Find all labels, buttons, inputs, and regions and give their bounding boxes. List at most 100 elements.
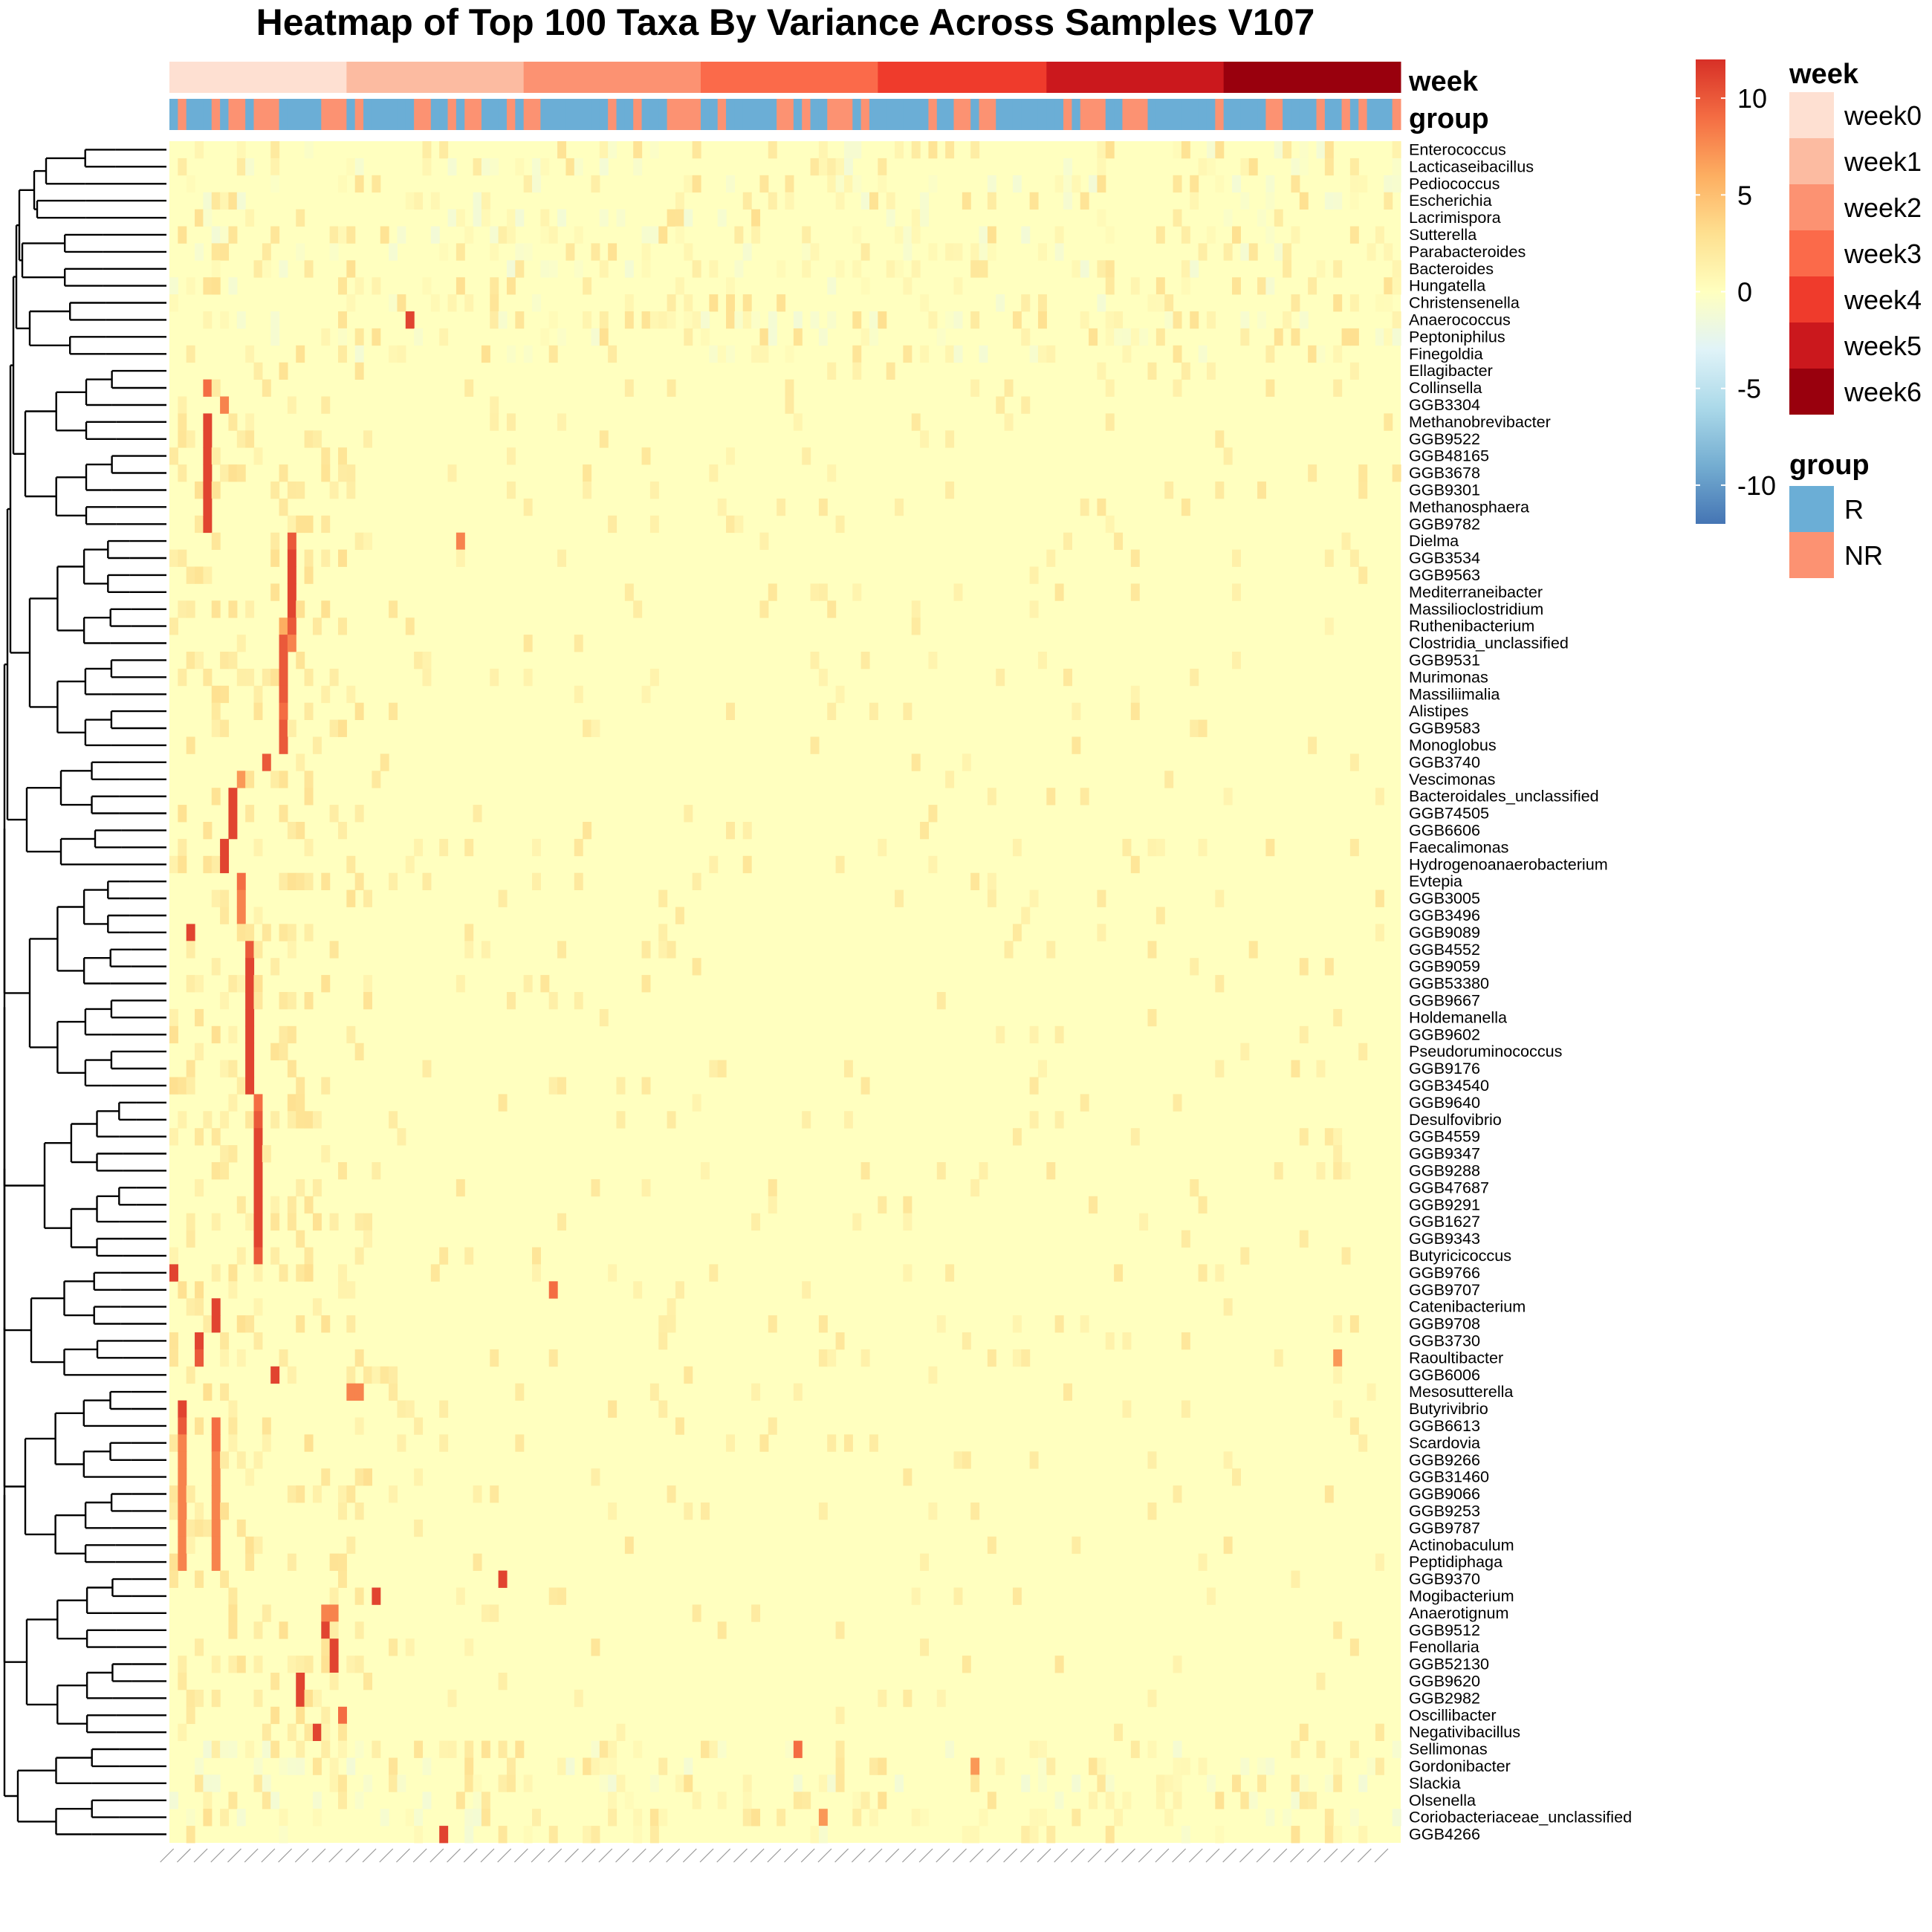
- group-annotation-cell: [1291, 99, 1300, 130]
- heatmap-cell: [835, 1740, 845, 1758]
- heatmap-cell: [1265, 379, 1275, 397]
- heatmap-cell: [228, 1434, 238, 1452]
- heatmap-cell: [236, 668, 246, 687]
- group-annotation-cell: [1274, 99, 1283, 130]
- heatmap-cell: [1122, 1332, 1132, 1350]
- heatmap-cell: [1324, 617, 1334, 635]
- column-label-mark: [1138, 1848, 1153, 1863]
- week-legend-label: week5: [1844, 331, 1922, 361]
- heatmap-cell: [1299, 1025, 1309, 1044]
- heatmap-cell: [726, 345, 735, 363]
- column-label-mark: [1341, 1848, 1355, 1863]
- heatmap-cell: [329, 941, 339, 959]
- heatmap-cell: [1392, 260, 1401, 278]
- heatmap-cell: [1072, 175, 1081, 193]
- heatmap-cell: [304, 992, 314, 1010]
- heatmap-cell: [726, 822, 735, 840]
- heatmap-cell: [312, 1485, 322, 1503]
- heatmap-cell: [262, 753, 271, 771]
- heatmap-cell: [287, 992, 296, 1010]
- heatmap-cell: [1215, 975, 1225, 993]
- column-labels: [160, 1848, 1389, 1863]
- row-dendrogram: [3, 149, 166, 1835]
- heatmap-cell: [1181, 1400, 1190, 1418]
- week-annotation-segment: [878, 62, 1047, 93]
- heatmap-cell: [1173, 1656, 1182, 1673]
- heatmap-cell: [583, 822, 592, 840]
- row-label: Bacteroides: [1409, 259, 1494, 278]
- heatmap-cell: [1147, 1451, 1157, 1469]
- heatmap-cell: [1291, 1060, 1300, 1077]
- heatmap-cell: [1164, 1774, 1174, 1792]
- heatmap-cell: [245, 924, 255, 941]
- heatmap-cell: [211, 1503, 221, 1520]
- heatmap-cell: [928, 1503, 938, 1520]
- heatmap-cell: [742, 294, 752, 312]
- heatmap-cell: [1324, 549, 1334, 567]
- heatmap-cell: [490, 1604, 499, 1622]
- row-label: GGB9066: [1409, 1485, 1480, 1503]
- heatmap-cell: [211, 702, 221, 720]
- heatmap-cell: [979, 226, 988, 244]
- group-annotation-cell: [701, 99, 710, 130]
- column-label-mark: [210, 1848, 225, 1863]
- column-label-mark: [1256, 1848, 1271, 1863]
- heatmap-cell: [236, 1315, 246, 1333]
- row-label: Massiliimalia: [1409, 684, 1500, 703]
- heatmap-cell: [557, 549, 567, 567]
- heatmap-cell: [203, 1519, 213, 1537]
- heatmap-cell: [178, 668, 187, 687]
- heatmap-cell: [414, 1826, 424, 1844]
- group-annotation-cell: [354, 99, 364, 130]
- heatmap-cell: [270, 1213, 280, 1231]
- heatmap-cell: [1215, 1060, 1225, 1077]
- heatmap-cell: [1333, 1128, 1343, 1146]
- column-label-mark: [176, 1848, 191, 1863]
- heatmap-cell: [287, 617, 296, 635]
- heatmap-cell: [953, 345, 963, 363]
- heatmap-cell: [1299, 158, 1309, 176]
- heatmap-cell: [852, 141, 862, 159]
- heatmap-cell: [1097, 498, 1106, 516]
- heatmap-cell: [296, 1111, 305, 1129]
- heatmap-cell: [186, 941, 195, 959]
- heatmap-cell: [245, 1553, 255, 1571]
- heatmap-cell: [169, 1792, 178, 1809]
- heatmap-cell: [195, 1043, 204, 1060]
- heatmap-cell: [1105, 328, 1115, 346]
- heatmap-cell: [532, 294, 541, 312]
- group-annotation-cell: [1046, 99, 1056, 130]
- heatmap-cell: [464, 294, 474, 312]
- group-annotation-cell: [498, 99, 508, 130]
- heatmap-cell: [236, 1077, 246, 1095]
- heatmap-cell: [380, 753, 389, 771]
- heatmap-cell: [852, 311, 862, 329]
- heatmap-cell: [245, 668, 255, 687]
- heatmap-cell: [726, 294, 735, 312]
- heatmap-cell: [195, 975, 204, 993]
- heatmap-cell: [1190, 311, 1199, 329]
- heatmap-cell: [1072, 736, 1081, 754]
- heatmap-cell: [591, 1757, 600, 1775]
- group-annotation-cell: [827, 99, 837, 130]
- week-legend-label: week2: [1844, 192, 1922, 223]
- heatmap-cell: [860, 243, 870, 261]
- heatmap-cell: [178, 464, 187, 482]
- heatmap-cell: [658, 889, 668, 907]
- row-label: Methanosphaera: [1409, 497, 1530, 516]
- group-annotation-cell: [1248, 99, 1258, 130]
- heatmap-cell: [1316, 1673, 1326, 1690]
- heatmap-cell: [1155, 1774, 1165, 1792]
- heatmap-cell: [245, 771, 255, 788]
- heatmap-cell: [1063, 668, 1072, 687]
- heatmap-cell: [1164, 294, 1174, 312]
- heatmap-cell: [1181, 1332, 1190, 1350]
- heatmap-cell: [1232, 652, 1241, 670]
- heatmap-cell: [304, 872, 314, 890]
- group-annotation-cell: [599, 99, 609, 130]
- heatmap-cell: [649, 482, 659, 499]
- heatmap-cell: [262, 1792, 271, 1809]
- heatmap-cell: [1021, 1826, 1031, 1844]
- group-annotation-cell: [903, 99, 912, 130]
- row-label: GGB52130: [1409, 1655, 1489, 1673]
